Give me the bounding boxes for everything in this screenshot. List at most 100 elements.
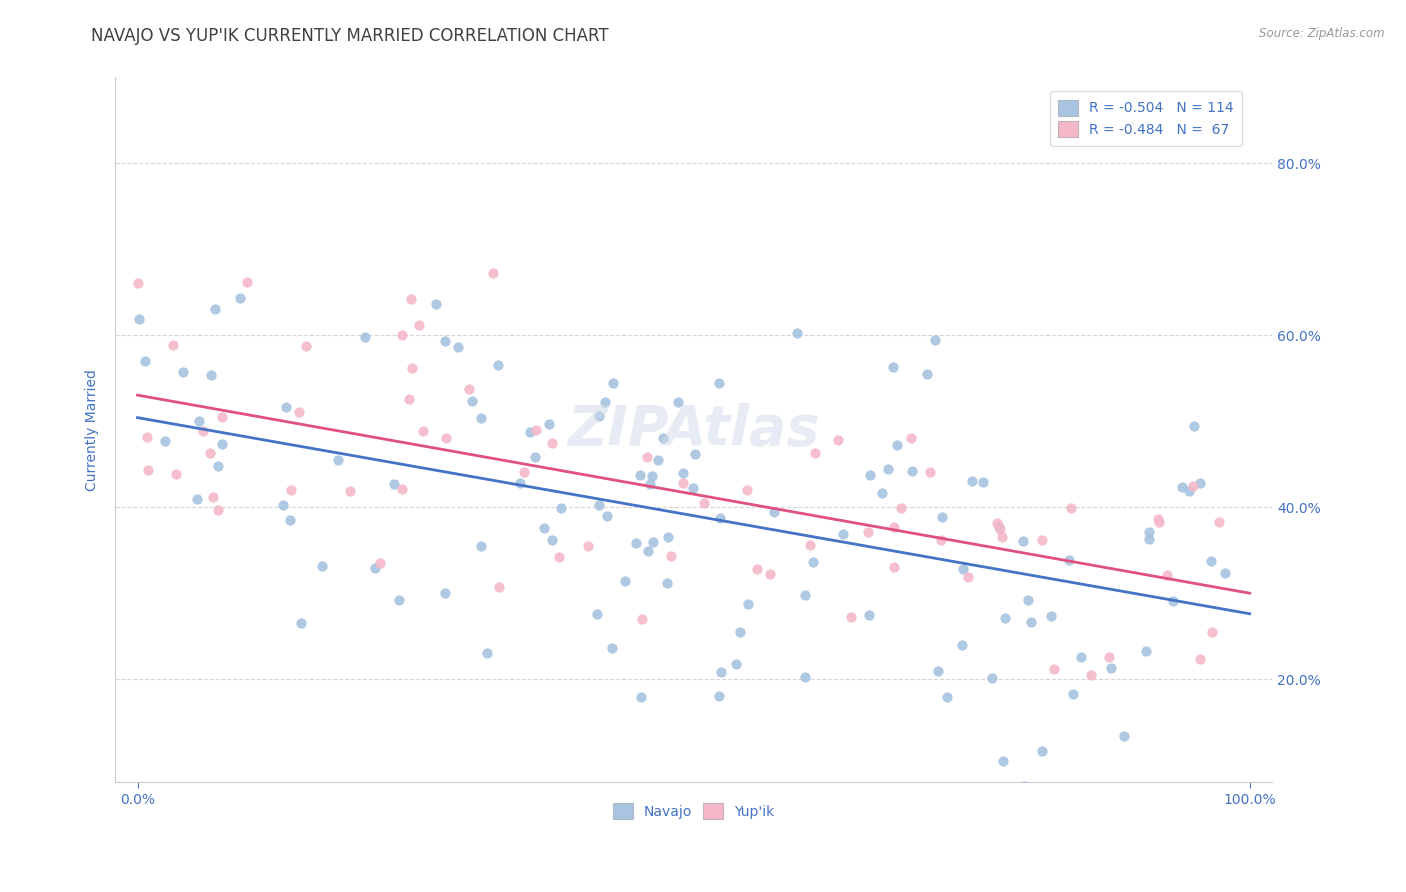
Point — [651, 431, 673, 445]
Point — [991, 754, 1014, 768]
Point — [1177, 483, 1199, 498]
Point — [128, 311, 150, 326]
Point — [162, 338, 184, 352]
Point — [1012, 779, 1035, 793]
Point — [1062, 687, 1084, 701]
Point — [191, 425, 214, 439]
Point — [1135, 644, 1157, 658]
Point — [803, 555, 825, 569]
Point — [470, 411, 492, 425]
Point — [513, 465, 536, 479]
Point — [710, 665, 733, 679]
Point — [657, 530, 679, 544]
Point — [475, 646, 498, 660]
Point — [434, 334, 457, 349]
Point — [541, 436, 564, 450]
Point — [936, 690, 959, 704]
Point — [666, 395, 689, 409]
Point — [883, 560, 905, 574]
Point — [890, 500, 912, 515]
Point — [588, 409, 610, 424]
Point — [1031, 744, 1053, 758]
Point — [1039, 608, 1062, 623]
Point — [991, 530, 1014, 544]
Point — [211, 436, 233, 450]
Point — [408, 318, 430, 332]
Point — [470, 539, 492, 553]
Point — [538, 417, 561, 431]
Point — [202, 491, 225, 505]
Point — [682, 482, 704, 496]
Point — [460, 393, 482, 408]
Point — [886, 437, 908, 451]
Point — [600, 640, 623, 655]
Point — [588, 499, 610, 513]
Point — [1156, 567, 1178, 582]
Point — [398, 392, 420, 406]
Point — [354, 330, 377, 344]
Point — [630, 690, 652, 704]
Point — [339, 483, 361, 498]
Point — [950, 639, 973, 653]
Point — [858, 607, 880, 622]
Point — [1070, 649, 1092, 664]
Point — [1099, 661, 1122, 675]
Point — [488, 580, 510, 594]
Point — [927, 665, 949, 679]
Point — [540, 533, 562, 547]
Point — [550, 500, 572, 515]
Point — [274, 401, 297, 415]
Point — [1147, 515, 1170, 529]
Point — [986, 516, 1008, 530]
Point — [655, 576, 678, 591]
Point — [859, 467, 882, 482]
Point — [136, 463, 159, 477]
Point — [877, 461, 900, 475]
Point — [1189, 652, 1212, 666]
Point — [647, 452, 669, 467]
Point — [956, 569, 979, 583]
Point — [709, 511, 731, 525]
Point — [1201, 624, 1223, 639]
Point — [728, 625, 751, 640]
Point — [638, 476, 661, 491]
Point — [481, 267, 503, 281]
Point — [136, 430, 159, 444]
Y-axis label: Currently Married: Currently Married — [86, 369, 100, 491]
Point — [883, 519, 905, 533]
Point — [198, 445, 221, 459]
Point — [134, 354, 156, 368]
Point — [870, 485, 893, 500]
Point — [586, 607, 609, 622]
Point — [856, 525, 879, 540]
Point — [918, 465, 941, 479]
Point — [1147, 512, 1170, 526]
Point — [382, 476, 405, 491]
Point — [614, 574, 637, 588]
Point — [596, 509, 619, 524]
Point — [166, 467, 188, 482]
Point — [624, 535, 647, 549]
Point — [707, 376, 730, 391]
Point — [794, 588, 817, 602]
Point — [832, 527, 855, 541]
Point — [278, 513, 301, 527]
Point — [1161, 594, 1184, 608]
Point — [672, 475, 695, 490]
Point — [509, 475, 531, 490]
Point — [311, 559, 333, 574]
Point — [523, 450, 546, 464]
Point — [200, 368, 222, 382]
Point — [1031, 533, 1053, 547]
Point — [533, 521, 555, 535]
Point — [628, 467, 651, 482]
Point — [280, 483, 302, 497]
Point — [641, 469, 664, 483]
Point — [1208, 515, 1230, 529]
Point — [931, 509, 953, 524]
Point — [388, 593, 411, 607]
Point — [548, 550, 571, 565]
Point — [827, 434, 849, 448]
Point — [1171, 480, 1194, 494]
Point — [636, 450, 658, 465]
